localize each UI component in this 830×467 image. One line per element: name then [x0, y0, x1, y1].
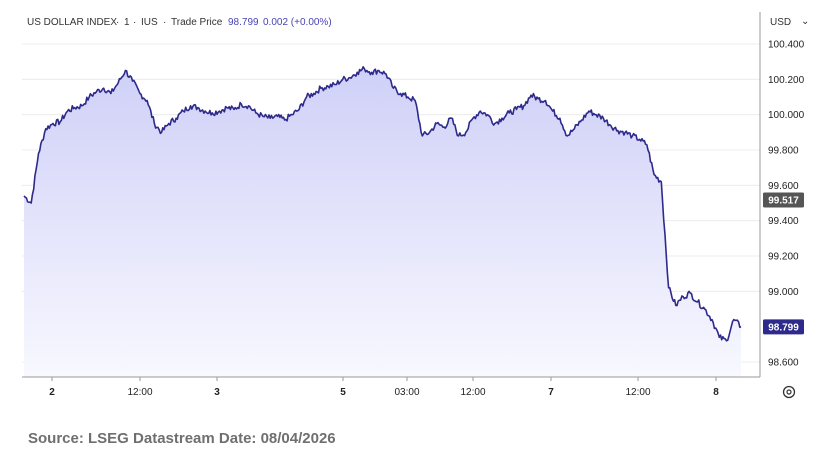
instrument-name: US DOLLAR INDEX — [27, 17, 117, 28]
y-tick-label: 100.200 — [768, 75, 805, 86]
x-tick-label: 2 — [49, 387, 55, 398]
price-flag-label: 99.517 — [768, 195, 799, 206]
price-flag — [763, 319, 804, 335]
gear-icon[interactable] — [782, 385, 796, 399]
chevron-down-icon: ⌄ — [801, 16, 809, 27]
price-line — [23, 66, 742, 342]
exchange-label: IUS — [141, 17, 158, 28]
y-tick-label: 98.600 — [768, 358, 799, 369]
x-tick-label: 12:00 — [127, 387, 152, 398]
price-label: Trade Price — [171, 17, 223, 28]
x-tick-label: 3 — [214, 387, 220, 398]
y-tick-label: 99.400 — [768, 216, 799, 227]
x-tick-label: 03:00 — [394, 387, 419, 398]
price-flags: 99.517 98.799 — [763, 192, 804, 335]
y-tick-label: 99.200 — [768, 252, 799, 263]
price-area — [24, 66, 741, 378]
y-tick-label: 100.400 — [768, 40, 805, 51]
chart-header: US DOLLAR INDEX · 1 · IUS · Trade Price … — [27, 17, 332, 28]
header-separator: · — [116, 17, 119, 28]
source-caption: Source: LSEG Datastream Date: 08/04/2026 — [28, 430, 336, 447]
last-price: 98.799 — [228, 17, 259, 28]
x-tick-label: 12:00 — [460, 387, 485, 398]
price-flag — [763, 192, 804, 208]
y-tick-label: 99.000 — [768, 287, 799, 298]
price-chart[interactable]: US DOLLAR INDEX · 1 · IUS · Trade Price … — [0, 0, 830, 420]
y-axis-ticks: 100.400 100.200 100.000 99.800 99.600 99.400 9… — [768, 40, 805, 369]
y-tick-label: 99.600 — [768, 181, 799, 192]
currency-label: USD — [770, 17, 791, 28]
x-tick-label: 7 — [548, 387, 554, 398]
x-tick-label: 8 — [713, 387, 719, 398]
price-flag-label: 98.799 — [768, 322, 799, 333]
currency-selector[interactable]: USD ⌄ — [770, 16, 809, 28]
x-tick-label: 12:00 — [625, 387, 650, 398]
price-change: 0.002 (+0.00%) — [263, 17, 332, 28]
interval-label: 1 — [124, 17, 130, 28]
x-tick-label: 5 — [340, 387, 346, 398]
y-tick-label: 100.000 — [768, 110, 805, 121]
x-axis-ticks: 2 12:00 3 5 03:00 12:00 7 12:00 8 — [49, 377, 719, 398]
y-tick-label: 99.800 — [768, 146, 799, 157]
header-separator: · — [133, 17, 136, 28]
header-separator: · — [163, 17, 166, 28]
